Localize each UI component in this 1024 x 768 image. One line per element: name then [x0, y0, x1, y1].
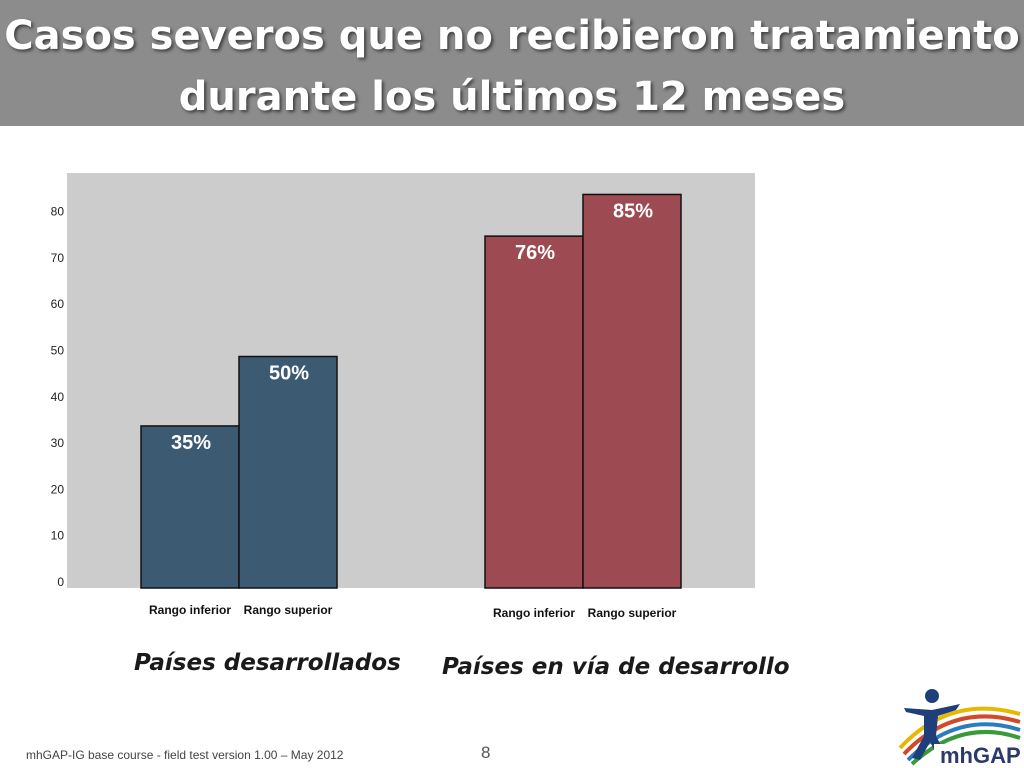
y-tick-label: 20	[51, 482, 65, 496]
y-tick-label: 70	[51, 251, 65, 265]
y-tick-label: 40	[51, 390, 65, 404]
bar	[140, 425, 240, 589]
bar	[582, 193, 682, 589]
mhgap-logo: mhGAP	[898, 689, 1022, 768]
bar-value-label: 76%	[515, 242, 555, 264]
slide-title-line-2: durante los últimos 12 meses	[178, 74, 846, 120]
y-tick-label: 30	[51, 436, 65, 450]
logo-text: mhGAP	[940, 743, 1021, 768]
page-number: 8	[481, 743, 491, 762]
x-category-label: Rango superior	[588, 606, 677, 620]
y-tick-label: 0	[57, 575, 64, 589]
bar-value-label: 50%	[269, 363, 309, 385]
slide-title-line-1: Casos severos que no recibieron tratamie…	[4, 13, 1020, 59]
y-tick-label: 60	[51, 297, 65, 311]
group-label-developed: Países desarrollados	[134, 650, 401, 676]
bar	[484, 235, 584, 589]
footer-course-text: mhGAP-IG base course - field test versio…	[26, 748, 344, 762]
x-category-label: Rango superior	[244, 603, 333, 617]
group-label-developing: Países en vía de desarrollo	[442, 654, 790, 680]
bar-value-label: 85%	[613, 200, 653, 222]
y-tick-label: 80	[51, 205, 65, 219]
x-category-label: Rango inferior	[493, 606, 575, 620]
y-tick-label: 10	[51, 529, 65, 543]
x-category-label: Rango inferior	[149, 603, 231, 617]
bar-value-label: 35%	[171, 432, 211, 454]
bar	[238, 355, 338, 589]
y-tick-label: 50	[51, 344, 65, 358]
title-band: Casos severos que no recibieron tratamie…	[0, 0, 1024, 126]
